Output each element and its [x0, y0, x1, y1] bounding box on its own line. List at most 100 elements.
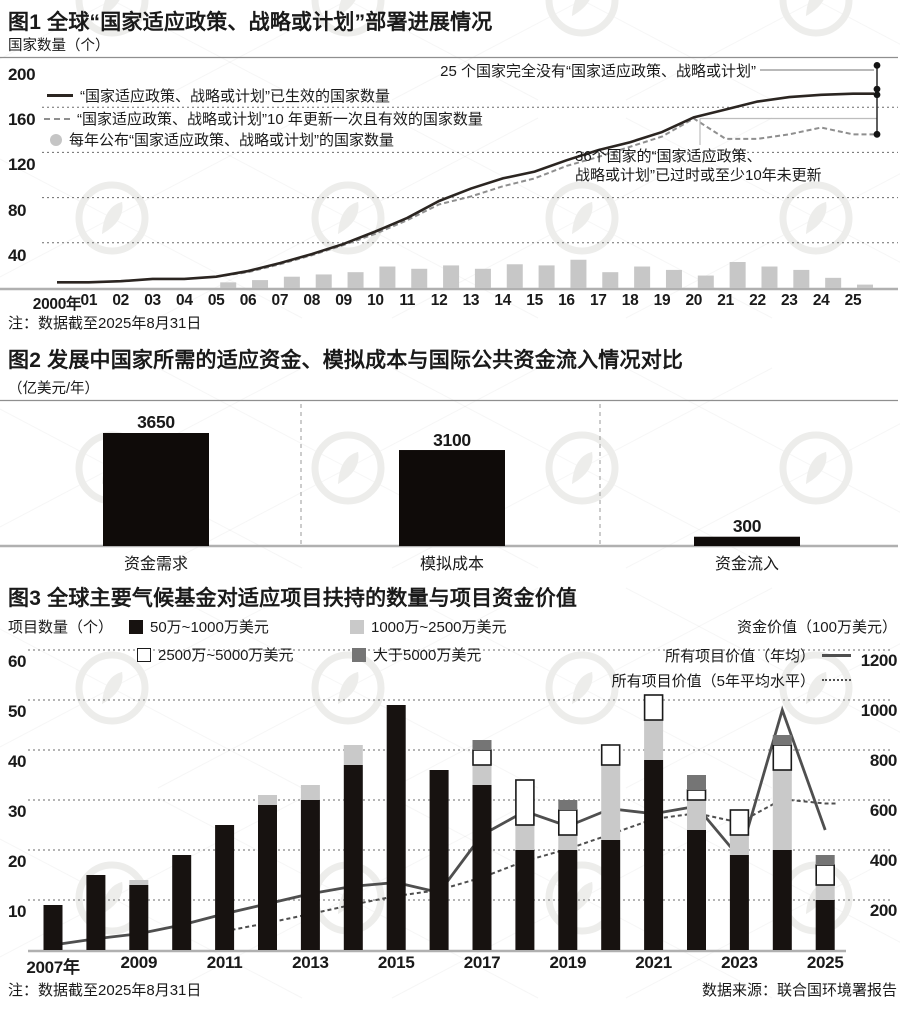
- chart3-bar-segment: [258, 795, 277, 805]
- chart3-bar-segment: [129, 880, 149, 885]
- chart3-bar-segment: [772, 770, 792, 850]
- chart3-bar-segment: [172, 855, 192, 950]
- chart3-right-tick: 600: [869, 801, 898, 820]
- chart2-value-inflow: 300: [732, 516, 762, 536]
- chart1-y-tick: 160: [8, 110, 36, 130]
- chart3-bar-segment: [472, 740, 492, 750]
- chart1-x-tick: 20: [685, 292, 703, 309]
- chart1-y-tick: 80: [8, 200, 27, 220]
- chart3-legend-size3-label: 2500万~5000万美元: [158, 647, 294, 664]
- chart3-left-tick: 40: [8, 752, 27, 771]
- chart1-x-tick: 04: [176, 292, 193, 309]
- chart3-right-tick: 1000: [860, 701, 898, 720]
- chart1-legend-updated-label: “国家适应政策、战略或计划”10 年更新一次且有效的国家数量: [77, 111, 483, 128]
- chart3-bar-segment: [644, 760, 664, 950]
- lightgray-square-swatch-icon: [350, 619, 364, 634]
- chart3-plot: [28, 649, 893, 953]
- chart3-x-tick: 2013: [292, 953, 329, 972]
- chart1-x-tick: 10: [367, 292, 384, 309]
- chart1-x-tick: 07: [271, 292, 289, 309]
- chart1-x-tick: 08: [303, 292, 321, 309]
- chart1-y-tick: 200: [8, 65, 36, 84]
- chart3-left-tick: 50: [8, 702, 27, 721]
- chart3-bar-segment: [343, 745, 363, 765]
- chart3-stacked-bars: [43, 694, 836, 950]
- chart1-solid-line: [57, 92, 874, 284]
- chart3-legend-size1-label: 50万~1000万美元: [150, 619, 269, 636]
- chart2-bar: [399, 450, 505, 546]
- chart1-y-tick: 40: [8, 245, 27, 265]
- chart1-x-tick: 15: [526, 292, 543, 309]
- chart1-x-tick: 12: [430, 292, 448, 309]
- chart3-bar-segment: [600, 744, 621, 766]
- chart3-bar-segment: [729, 835, 749, 855]
- solid-line-swatch-icon: [47, 94, 73, 97]
- chart3-bar-segment: [772, 850, 792, 950]
- chart3-bar-segment: [429, 770, 449, 950]
- chart1-annotation-outdated-line2: 战略或计划”已过时或至少10年未更新: [575, 167, 822, 184]
- chart2-category-inflow: 资金流入: [714, 556, 779, 573]
- chart1-x-tick: 24: [812, 292, 830, 309]
- chart1-x-tick: 17: [589, 292, 607, 309]
- chart1-x-tick: 09: [335, 292, 352, 309]
- chart1-x-tick: 06: [239, 292, 257, 309]
- chart3-left-tick: 10: [8, 902, 27, 921]
- chart3-bar-segment: [815, 900, 835, 950]
- chart1-x-tick: 2000年: [32, 296, 82, 313]
- chart1-published-bars: [220, 259, 873, 288]
- chart3-legend-size2-label: 1000万~2500万美元: [371, 619, 507, 636]
- chart2-bar: [103, 433, 209, 546]
- chart3-legend-line-avg5: 所有项目价值（5年平均水平）: [611, 673, 815, 690]
- chart1-x-tick: 13: [462, 292, 480, 309]
- chart2-value-cost: 3100: [433, 430, 471, 450]
- chart3-bar-segment: [215, 825, 235, 950]
- chart1-marker-dot: [873, 61, 881, 69]
- white-square-swatch-icon: [137, 647, 151, 662]
- chart1-annotation-outdated-line1: 36个国家的“国家适应政策、: [575, 148, 762, 165]
- chart3-bar-segment: [86, 875, 106, 950]
- chart3-bar-segment: [772, 735, 792, 745]
- chart3-x-tick: 2009: [120, 953, 158, 972]
- chart3-bar-segment: [472, 765, 492, 785]
- chart3-bar-segment: [258, 805, 277, 950]
- chart1-x-tick: 05: [207, 292, 225, 309]
- chart3-note: 注：数据截至2025年8月31日: [8, 982, 202, 999]
- chart1-marker-dot: [873, 91, 881, 99]
- darkgray-square-swatch-icon: [352, 647, 366, 662]
- chart3-x-tick: 2019: [549, 953, 587, 972]
- chart3-bar-segment: [687, 830, 706, 950]
- chart3-legend-size3: 2500万~5000万美元: [137, 644, 294, 665]
- chart1-legend-in-effect: “国家适应政策、战略或计划”已生效的国家数量: [47, 85, 390, 106]
- chart1-title: 图1 全球“国家适应政策、战略或计划”部署进展情况: [8, 11, 493, 34]
- chart3-right-tick: 1200: [860, 651, 898, 670]
- chart1-annotation-outdated: 36个国家的“国家适应政策、 战略或计划”已过时或至少10年未更新: [575, 147, 822, 185]
- chart2-title: 图2 发展中国家所需的适应资金、模拟成本与国际公共资金流入情况对比: [8, 349, 684, 372]
- gray-dot-swatch-icon: [50, 133, 62, 146]
- black-square-swatch-icon: [129, 619, 143, 634]
- chart3-bar-segment: [643, 694, 664, 721]
- chart1-note: 注：数据截至2025年8月31日: [8, 315, 202, 332]
- chart3-left-tick: 30: [8, 802, 27, 821]
- chart3-left-tick: 60: [8, 652, 27, 671]
- chart3-bar-segment: [687, 775, 706, 790]
- chart3-x-tick: 2025: [806, 953, 844, 972]
- chart1-x-tick: 16: [558, 292, 575, 309]
- chart1-x-tick: 23: [780, 292, 798, 309]
- chart3-bar-segment: [729, 855, 749, 950]
- chart3-bar-segment: [386, 705, 406, 950]
- chart3-bar-segment: [815, 855, 835, 865]
- solid-line-swatch-icon: [822, 654, 851, 657]
- chart3-x-tick: 2011: [206, 953, 243, 972]
- chart3-bar-segment: [558, 800, 578, 810]
- chart1-legend-published: 每年公布“国家适应政策、战略或计划”的国家数量: [50, 129, 394, 150]
- chart1-legend-updated: “国家适应政策、战略或计划”10 年更新一次且有效的国家数量: [44, 108, 483, 129]
- chart1-x-tick: 01: [80, 292, 98, 309]
- chart1-x-tick: 21: [717, 292, 734, 309]
- dashed-line-swatch-icon: [44, 117, 70, 120]
- chart3-bar-segment: [815, 864, 836, 886]
- chart1-annotation-no-policy: 25 个国家完全没有“国家适应政策、战略或计划”: [440, 63, 756, 80]
- chart2-bar: [694, 536, 800, 546]
- chart3-legend-size4-label: 大于5000万美元: [373, 647, 482, 664]
